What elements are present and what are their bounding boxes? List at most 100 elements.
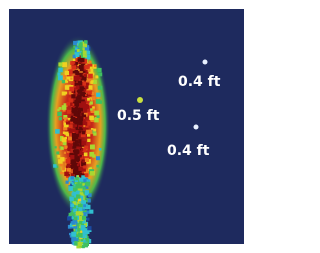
echo-speck	[75, 124, 78, 127]
echo-speck	[83, 122, 87, 126]
echo-speck	[65, 85, 70, 90]
echo-speck	[92, 96, 96, 100]
echo-speck	[78, 167, 82, 171]
echo-speck	[80, 74, 83, 77]
echo-speck	[94, 118, 99, 123]
echo-speck	[95, 75, 98, 78]
echo-speck	[85, 173, 89, 177]
echo-speck	[85, 158, 89, 162]
echo-speck	[77, 164, 80, 167]
echo-speck	[78, 233, 83, 238]
echo-speck	[77, 144, 80, 147]
echo-speck	[58, 72, 61, 75]
echo-speck	[72, 65, 77, 70]
echo-speck	[96, 165, 99, 168]
echo-speck	[83, 165, 86, 168]
echo-speck	[97, 68, 101, 72]
echo-speck	[78, 184, 83, 189]
echo-speck	[71, 232, 76, 237]
echo-speck	[99, 148, 102, 151]
echo-speck	[90, 171, 95, 176]
echo-speck	[58, 68, 63, 73]
echo-speck	[89, 116, 93, 120]
target-label: 0.4 ft	[167, 143, 210, 159]
echo-speck	[94, 111, 99, 116]
echo-speck	[87, 65, 89, 67]
target-dot	[137, 97, 143, 103]
echo-speck	[65, 71, 69, 75]
echo-speck	[74, 102, 79, 107]
echo-speck	[76, 194, 80, 198]
echo-speck	[89, 61, 92, 64]
echo-speck	[90, 108, 92, 110]
echo-speck	[94, 65, 97, 68]
echo-speck	[74, 149, 79, 154]
echo-speck	[79, 178, 83, 182]
echo-speck	[85, 190, 89, 194]
echo-speck	[80, 58, 84, 62]
echo-speck	[77, 81, 82, 86]
echo-speck	[66, 159, 71, 164]
echo-speck	[67, 168, 71, 172]
echo-speck	[90, 67, 92, 69]
echo-speck	[72, 183, 74, 185]
echo-speck	[96, 99, 101, 104]
echo-speck	[78, 121, 82, 125]
echo-speck	[73, 62, 75, 64]
echo-speck	[62, 80, 65, 83]
echo-speck	[70, 78, 72, 80]
echo-speck	[84, 74, 87, 77]
echo-speck	[62, 105, 67, 110]
echo-speck	[62, 92, 66, 96]
target-label: 0.5 ft	[117, 108, 160, 124]
echo-speck	[75, 81, 77, 83]
echo-speck	[83, 104, 88, 109]
echo-speck	[68, 186, 73, 191]
echo-speck	[81, 141, 86, 146]
echo-speck	[66, 76, 69, 79]
echo-speck	[60, 147, 63, 150]
echo-speck	[73, 106, 75, 108]
echo-speck	[53, 164, 57, 168]
echo-speck	[78, 110, 81, 113]
echo-speck	[71, 204, 74, 207]
echo-speck	[72, 161, 76, 165]
echo-speck	[90, 145, 95, 150]
echo-speck	[58, 75, 63, 80]
echo-speck	[69, 197, 73, 201]
echo-speck	[64, 135, 66, 137]
echo-speck	[81, 149, 83, 151]
echo-speck	[84, 146, 88, 150]
echo-speck	[96, 156, 100, 160]
echo-speck	[72, 133, 76, 137]
echo-speck	[85, 86, 88, 89]
echo-speck	[55, 146, 57, 148]
echo-speck	[86, 186, 89, 189]
echo-speck	[88, 74, 93, 79]
echo-speck	[73, 138, 76, 141]
echo-speck	[71, 212, 74, 215]
echo-speck	[90, 101, 93, 104]
echo-speck	[74, 122, 76, 124]
echo-speck	[62, 167, 65, 170]
echo-speck	[66, 166, 69, 169]
echo-speck	[67, 110, 71, 114]
echo-speck	[77, 49, 80, 52]
echo-speck	[75, 156, 80, 161]
echo-speck	[66, 181, 69, 184]
echo-speck	[69, 124, 73, 128]
echo-speck	[83, 186, 86, 189]
echo-speck	[71, 94, 75, 98]
echo-speck	[76, 211, 80, 215]
echo-speck	[62, 62, 67, 67]
echo-speck	[93, 132, 96, 135]
echo-speck	[81, 64, 84, 67]
echo-speck	[79, 221, 82, 224]
echo-speck	[81, 225, 86, 230]
echo-speck	[57, 155, 60, 158]
echo-speck	[77, 175, 79, 177]
echo-speck	[87, 226, 91, 230]
echo-speck	[78, 116, 83, 121]
echo-speck	[87, 45, 89, 47]
echo-speck	[75, 70, 79, 74]
